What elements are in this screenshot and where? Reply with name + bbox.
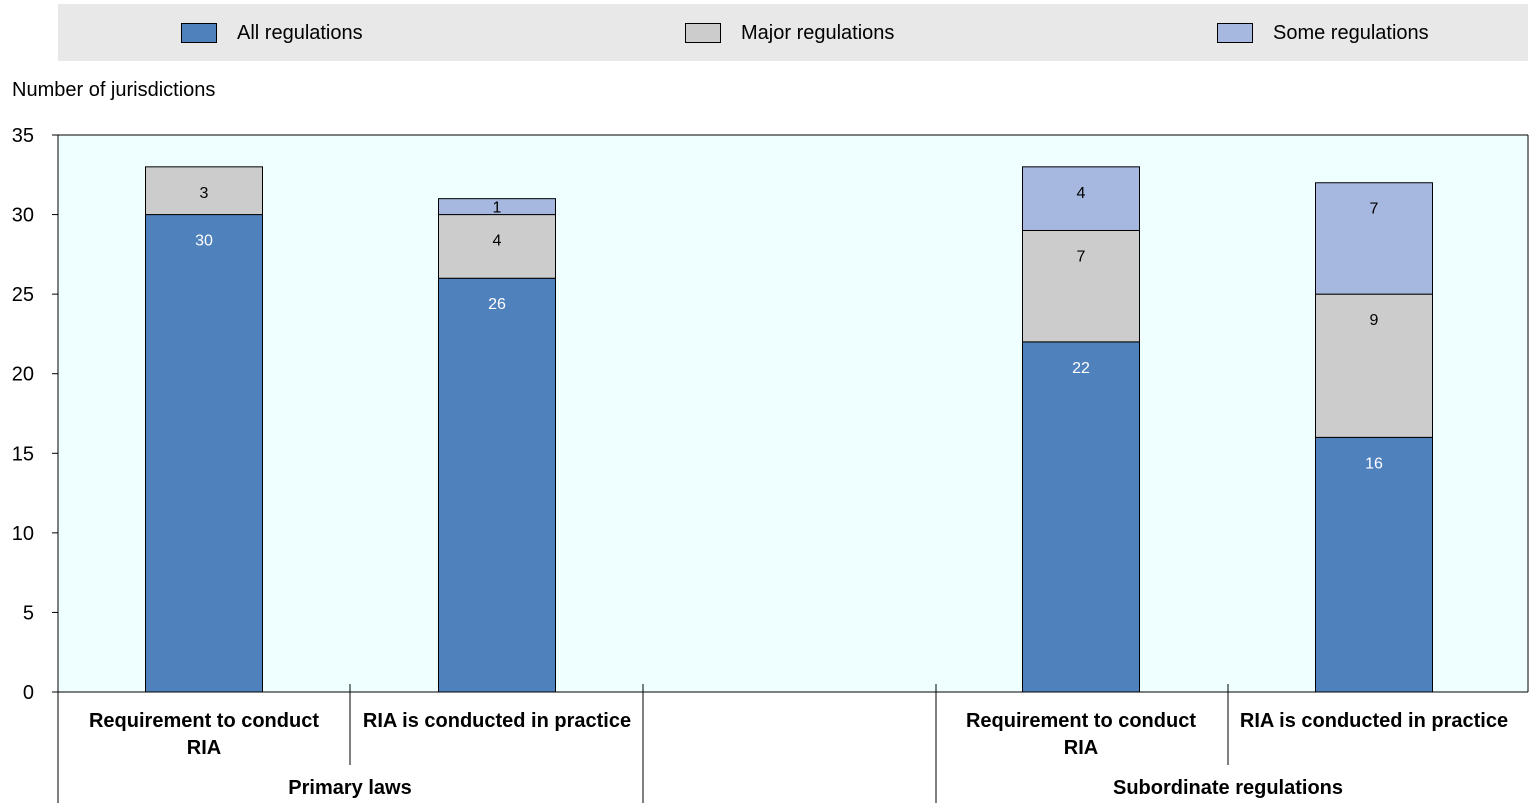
group-label-1: Primary laws xyxy=(288,777,411,799)
y-tick-label-20: 20 xyxy=(12,364,34,386)
plot-area xyxy=(58,135,1528,692)
bar-value-label-3-series-3: 4 xyxy=(1077,185,1086,202)
bar-3-series-1 xyxy=(1022,341,1140,693)
legend-item-some: Some regulations xyxy=(1217,23,1429,43)
legend-item-major: Major regulations xyxy=(685,23,894,43)
bar-2-series-2 xyxy=(438,214,556,279)
y-tick-label-30: 30 xyxy=(12,205,34,227)
category-label-4-line-1: RIA is conducted in practice xyxy=(1240,710,1508,732)
legend-item-all: All regulations xyxy=(181,23,363,43)
bar-4-series-1 xyxy=(1315,436,1433,693)
bar-value-label-3-series-1: 22 xyxy=(1072,360,1090,377)
category-label-3-line-1: Requirement to conduct xyxy=(966,710,1196,732)
bar-1-series-2 xyxy=(145,166,263,216)
bar-value-label-3-series-2: 7 xyxy=(1077,248,1086,265)
bar-value-label-2-series-3: 1 xyxy=(493,200,502,217)
bar-value-label-4-series-3: 7 xyxy=(1370,201,1379,218)
legend-label-all: All regulations xyxy=(237,22,363,44)
category-label-3-line-2: RIA xyxy=(1064,737,1098,759)
legend: All regulations Major regulations Some r… xyxy=(58,4,1528,61)
legend-swatch-major xyxy=(685,23,721,43)
bar-4-series-2 xyxy=(1315,293,1433,438)
y-tick-label-5: 5 xyxy=(23,602,34,624)
category-label-1-line-1: Requirement to conduct xyxy=(89,710,319,732)
bar-value-label-4-series-2: 9 xyxy=(1370,312,1379,329)
legend-swatch-some xyxy=(1217,23,1253,43)
legend-label-some: Some regulations xyxy=(1273,22,1429,44)
y-axis-label: Number of jurisdictions xyxy=(12,79,216,101)
y-tick-label-0: 0 xyxy=(23,682,34,704)
bar-3-series-3 xyxy=(1022,166,1140,231)
bar-1-series-1 xyxy=(145,214,263,693)
bar-2-series-3 xyxy=(438,198,556,216)
y-tick-label-15: 15 xyxy=(12,443,34,465)
bar-value-label-1-series-1: 30 xyxy=(195,233,213,250)
legend-label-major: Major regulations xyxy=(741,22,895,44)
y-tick-label-25: 25 xyxy=(12,284,34,306)
bar-2-series-1 xyxy=(438,277,556,693)
category-label-2-line-1: RIA is conducted in practice xyxy=(363,710,631,732)
group-label-2: Subordinate regulations xyxy=(1113,777,1343,799)
bar-3-series-2 xyxy=(1022,229,1140,343)
category-label-1-line-2: RIA xyxy=(187,737,221,759)
bar-value-label-2-series-2: 4 xyxy=(493,233,502,250)
bar-value-label-4-series-1: 16 xyxy=(1365,455,1383,472)
y-tick-label-10: 10 xyxy=(12,523,34,545)
bar-4-series-3 xyxy=(1315,182,1433,295)
bar-value-label-1-series-2: 3 xyxy=(200,185,209,202)
legend-swatch-all xyxy=(181,23,217,43)
y-tick-label-35: 35 xyxy=(12,125,34,147)
bar-value-label-2-series-1: 26 xyxy=(488,296,506,313)
